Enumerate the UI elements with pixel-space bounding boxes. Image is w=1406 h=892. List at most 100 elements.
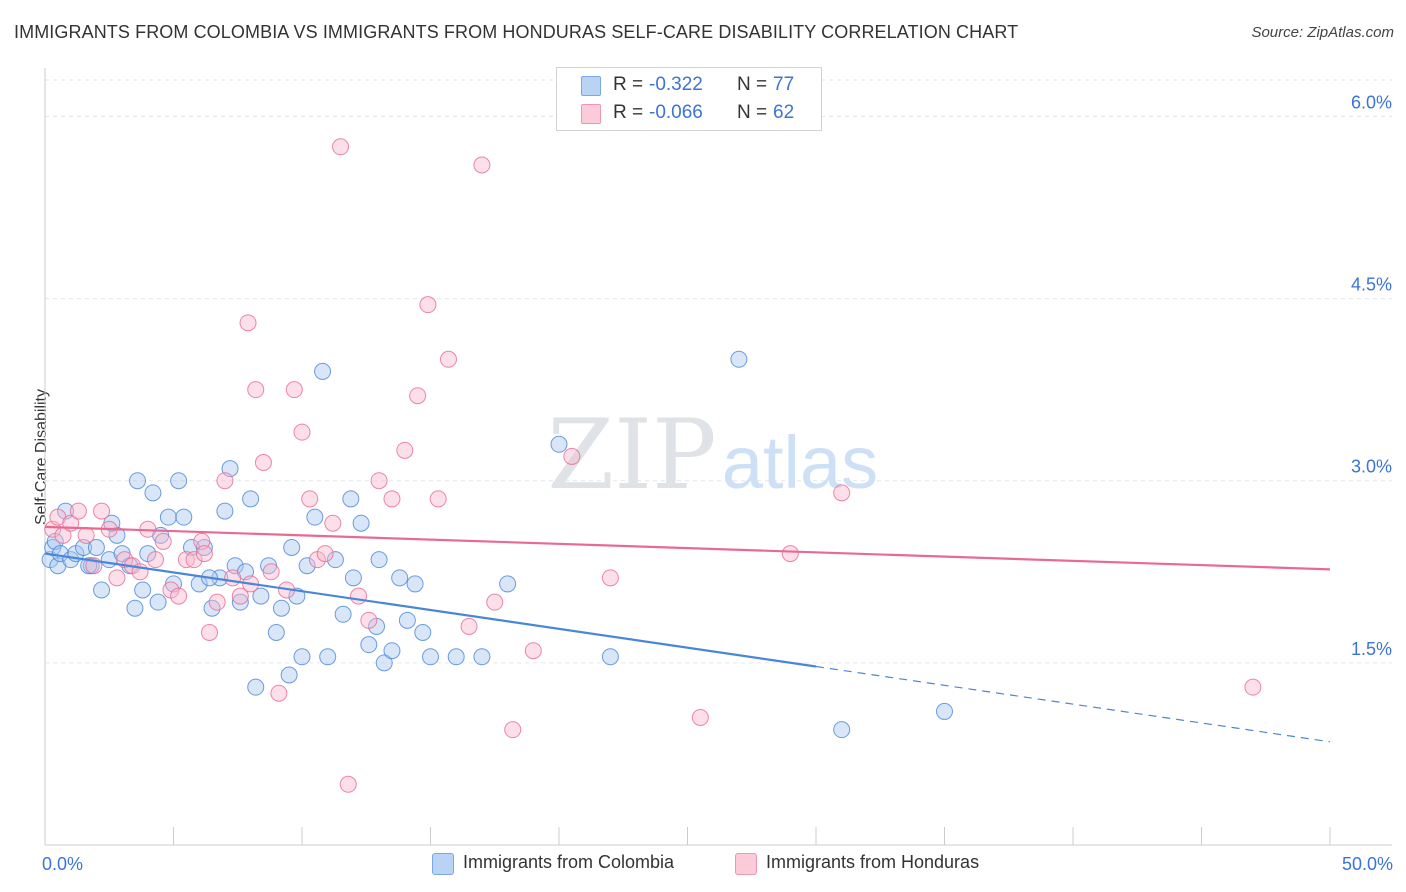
legend-row-colombia: R = -0.322 N = 77 <box>557 72 821 100</box>
data-point <box>239 314 257 332</box>
data-point <box>252 587 270 605</box>
correlation-legend: R = -0.322 N = 77 R = -0.066 N = 62 <box>556 67 822 131</box>
data-point <box>159 508 177 526</box>
data-point <box>339 775 357 793</box>
data-point <box>414 624 432 641</box>
data-point <box>334 605 352 623</box>
legend-r-label: R = <box>613 74 644 95</box>
data-point <box>398 611 416 629</box>
trend-lines <box>44 525 1331 743</box>
legend-n-value: 77 <box>773 74 795 95</box>
legend-r-label: R = <box>613 102 644 123</box>
data-point <box>370 472 388 490</box>
trend-line-honduras <box>44 525 1331 571</box>
data-point <box>344 569 362 587</box>
legend-label-honduras: Immigrants from Honduras <box>766 852 980 872</box>
data-point <box>208 593 226 611</box>
data-point <box>319 648 337 666</box>
data-point <box>77 526 95 544</box>
data-point <box>360 611 378 629</box>
legend-r-value: -0.066 <box>649 102 703 123</box>
data-point <box>409 387 427 405</box>
data-point <box>93 502 111 520</box>
data-point <box>80 557 98 575</box>
data-point <box>524 642 542 660</box>
data-point <box>342 490 360 508</box>
data-point <box>285 381 303 399</box>
data-point <box>391 569 409 587</box>
data-point <box>195 545 213 563</box>
data-point <box>126 599 144 617</box>
data-point <box>149 593 167 611</box>
y-tick-label: 3.0% <box>1351 457 1392 477</box>
data-point <box>298 557 316 575</box>
data-point <box>293 423 311 441</box>
legend-n-label: N = <box>737 74 768 95</box>
data-point <box>691 709 709 726</box>
legend-swatch-honduras <box>735 853 757 875</box>
legend-n-value: 62 <box>773 102 795 123</box>
data-point <box>170 587 188 605</box>
data-point <box>216 502 234 520</box>
data-point <box>216 472 234 490</box>
data-point <box>396 441 414 459</box>
legend-swatch-colombia <box>432 853 454 875</box>
data-point <box>1244 678 1262 696</box>
data-point <box>332 138 350 156</box>
data-point <box>833 484 851 502</box>
data-point <box>247 381 265 399</box>
data-point <box>833 721 851 739</box>
data-point <box>419 296 437 314</box>
chart-title: IMMIGRANTS FROM COLOMBIA VS IMMIGRANTS F… <box>14 22 1019 42</box>
watermark: ZIP atlas <box>547 399 878 511</box>
data-point <box>383 642 401 660</box>
data-point <box>242 490 260 508</box>
data-point <box>406 575 424 593</box>
data-point <box>69 502 87 520</box>
series-colombia-points <box>41 350 953 739</box>
series-honduras-points <box>44 138 1262 793</box>
data-point <box>200 624 218 641</box>
data-point <box>383 490 401 508</box>
data-point <box>93 581 111 599</box>
data-point <box>316 545 334 563</box>
source-label: Source: ZipAtlas.com <box>1251 24 1394 41</box>
data-point <box>360 636 378 654</box>
data-point <box>231 587 249 605</box>
data-point <box>601 648 619 666</box>
y-tick-label: 6.0% <box>1351 92 1392 112</box>
y-tick-label: 1.5% <box>1351 639 1392 659</box>
data-point <box>550 435 568 453</box>
data-point <box>267 624 285 641</box>
data-point <box>504 721 522 739</box>
data-point <box>175 508 193 526</box>
data-point <box>730 350 748 368</box>
data-point <box>283 539 301 556</box>
data-point <box>272 599 290 617</box>
legend-row-honduras: R = -0.066 N = 62 <box>557 100 821 128</box>
data-point <box>154 532 172 550</box>
data-point <box>486 593 504 611</box>
data-point <box>422 648 439 666</box>
data-point <box>460 617 478 635</box>
legend-swatch-colombia <box>581 76 601 96</box>
trend-line-colombia-extension <box>815 665 1331 743</box>
data-point <box>781 545 799 563</box>
data-point <box>352 514 370 532</box>
data-point <box>563 447 581 465</box>
data-point <box>254 454 272 471</box>
data-point <box>185 551 203 569</box>
data-point <box>87 539 105 556</box>
data-point <box>293 648 311 666</box>
data-point <box>262 563 280 581</box>
data-point <box>324 514 342 532</box>
x-tick-label: 0.0% <box>42 854 83 874</box>
data-point <box>350 587 368 605</box>
data-point <box>936 702 953 720</box>
data-point <box>326 551 344 569</box>
data-point <box>147 551 165 569</box>
trend-line-colombia <box>44 552 817 668</box>
data-point <box>134 581 152 599</box>
data-point <box>370 551 388 569</box>
